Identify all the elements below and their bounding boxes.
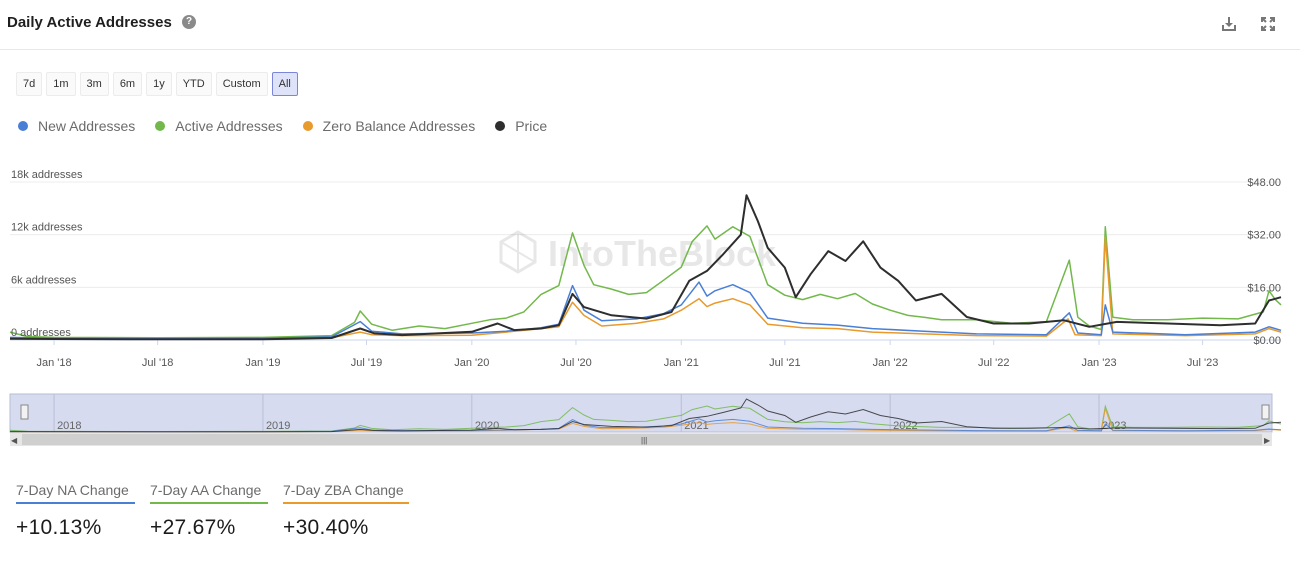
x-tick-label: Jan '18: [36, 357, 71, 369]
x-tick-label: Jul '22: [978, 357, 1009, 369]
scrollbar-thumb[interactable]: [22, 434, 1262, 445]
y-left-tick-label: 0 addresses: [11, 327, 71, 339]
x-tick-label: Jan '22: [873, 357, 908, 369]
range-button-all[interactable]: All: [271, 72, 298, 96]
legend-dot-icon: [302, 121, 313, 131]
line-chart: IntoTheBlock 0 addresses 6k addresses 12k …: [9, 170, 1282, 446]
download-icon[interactable]: [1220, 15, 1238, 33]
x-tick-label: Jul '20: [560, 357, 591, 369]
navigator-window[interactable]: [9, 393, 1273, 433]
y-right-tick-label: $16.00: [1247, 282, 1281, 294]
range-button-1m[interactable]: 1m: [46, 72, 76, 96]
navigator-year-label: 2019: [266, 420, 290, 432]
range-button-7d[interactable]: 7d: [16, 72, 43, 96]
change-value: +27.67%: [150, 516, 236, 539]
range-button-custom[interactable]: Custom: [215, 72, 268, 96]
legend-dot-icon: [495, 121, 506, 131]
change-value: +30.40%: [283, 516, 369, 539]
x-tick-label: Jul '19: [351, 357, 382, 369]
y-left-tick-label: 18k addresses: [11, 170, 83, 181]
y-right-tick-label: $48.00: [1247, 177, 1281, 189]
x-tick-label: Jul '18: [142, 357, 173, 369]
scroll-right-icon[interactable]: ▶: [1264, 436, 1271, 445]
series-line-new-addresses[interactable]: [9, 281, 1282, 340]
y-left-tick-label: 6k addresses: [11, 274, 77, 286]
legend-dot-icon: [18, 121, 28, 131]
question-circle-icon[interactable]: ?: [182, 15, 196, 29]
legend-label: Active Addresses: [175, 118, 283, 134]
change-label: 7-Day AA Change: [150, 482, 268, 504]
legend-label: Price: [515, 118, 548, 134]
x-tick-label: Jan '21: [664, 357, 699, 369]
watermark-logo-icon: [499, 230, 537, 274]
range-button-6m[interactable]: 6m: [112, 72, 143, 96]
legend-item-active-addresses[interactable]: Active Addresses: [155, 118, 283, 134]
range-button-1y[interactable]: 1y: [146, 72, 172, 96]
series-line-price[interactable]: [9, 194, 1282, 341]
navigator-series-price: [9, 398, 1282, 433]
range-selector: 7d 1m 3m 6m 1y YTD Custom All: [16, 72, 298, 96]
scrollbar-grip-icon[interactable]: |||: [641, 436, 647, 445]
legend-label: New Addresses: [38, 118, 136, 134]
expand-icon[interactable]: [1259, 15, 1277, 33]
y-right-tick-label: $0.00: [1253, 335, 1281, 347]
y-left-tick-label: 12k addresses: [11, 222, 83, 234]
change-value: +10.13%: [16, 516, 102, 539]
series-line-zero-balance-addresses[interactable]: [9, 236, 1282, 340]
legend-label: Zero Balance Addresses: [322, 118, 476, 134]
y-right-tick-label: $32.00: [1247, 230, 1281, 242]
legend-item-new-addresses[interactable]: New Addresses: [18, 118, 135, 134]
change-card: 7-Day NA Change +10.13%: [16, 482, 135, 540]
legend-item-price[interactable]: Price: [495, 118, 547, 134]
x-tick-label: Jan '23: [1081, 357, 1116, 369]
watermark-text: IntoTheBlock: [548, 233, 777, 274]
change-label: 7-Day ZBA Change: [283, 482, 409, 504]
navigator-left-handle[interactable]: [20, 404, 29, 420]
x-tick-label: Jan '20: [454, 357, 489, 369]
x-tick-label: Jul '21: [769, 357, 800, 369]
navigator-year-label: 2023: [1102, 420, 1126, 432]
x-tick-label: Jan '19: [245, 357, 280, 369]
navigator-right-handle[interactable]: [1261, 404, 1270, 420]
x-tick-label: Jul '23: [1187, 357, 1218, 369]
range-button-ytd[interactable]: YTD: [175, 72, 212, 96]
page-title: Daily Active Addresses: [7, 14, 172, 31]
change-label: 7-Day NA Change: [16, 482, 135, 504]
chart-legend: New Addresses Active Addresses Zero Balanc…: [18, 118, 567, 134]
change-card: 7-Day AA Change +27.67%: [150, 482, 268, 540]
legend-dot-icon: [155, 121, 166, 131]
navigator-year-label: 2018: [57, 420, 81, 432]
scroll-left-icon[interactable]: ◀: [11, 436, 18, 445]
change-card: 7-Day ZBA Change +30.40%: [283, 482, 409, 540]
legend-item-zero-balance-addresses[interactable]: Zero Balance Addresses: [302, 118, 476, 134]
range-button-3m[interactable]: 3m: [79, 72, 109, 96]
chart-header: Daily Active Addresses ?: [0, 0, 1300, 50]
